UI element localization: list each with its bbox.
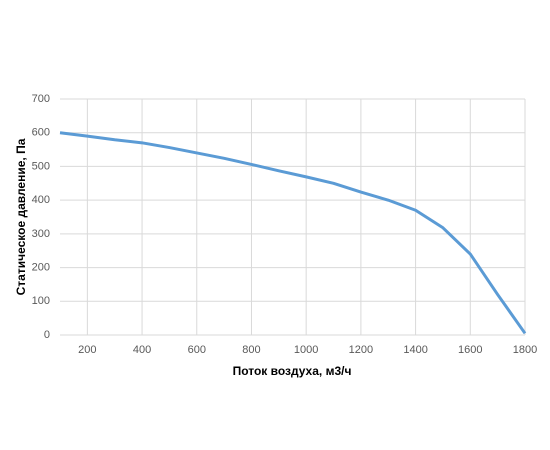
y-tick-label: 100 [32,295,50,307]
y-tick-label: 600 [32,127,50,139]
y-tick-label: 0 [44,329,50,341]
y-tick-label: 400 [32,194,50,206]
y-tick-label: 700 [32,93,50,105]
x-tick-label: 1400 [403,344,427,356]
x-tick-label: 1600 [458,344,482,356]
y-axis-title: Статическое давление, Па [14,138,28,295]
x-tick-label: 1000 [294,344,318,356]
x-tick-label: 1800 [513,344,537,356]
x-tick-label: 600 [188,344,206,356]
x-axis-title: Поток воздуха, м3/ч [233,364,352,378]
y-tick-label: 300 [32,228,50,240]
y-tick-label: 500 [32,160,50,172]
y-tick-label: 200 [32,261,50,273]
x-tick-label: 800 [242,344,260,356]
x-tick-label: 1200 [349,344,373,356]
x-tick-label: 400 [133,344,151,356]
data-line [59,131,527,335]
x-tick-label: 200 [78,344,96,356]
